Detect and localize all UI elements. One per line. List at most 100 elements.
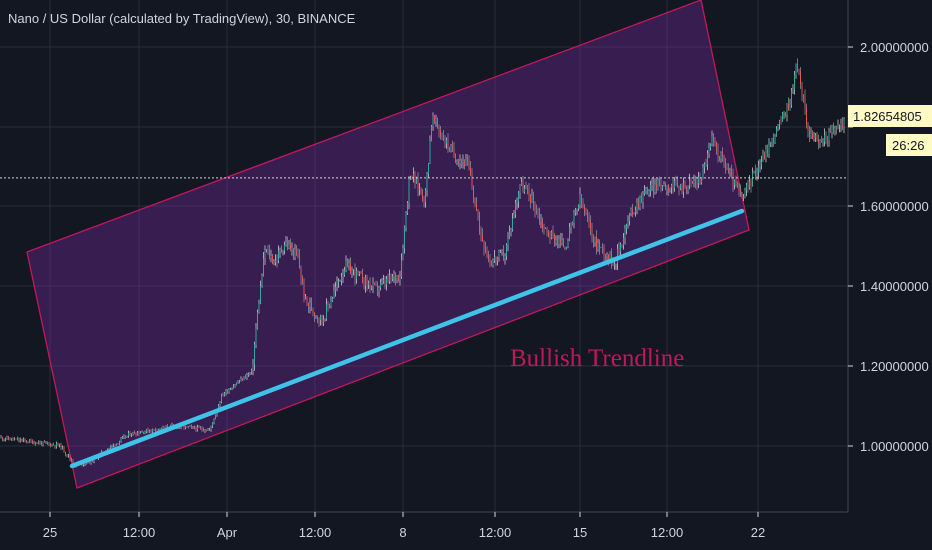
candle	[119, 441, 120, 444]
candle	[263, 258, 264, 277]
candle	[693, 181, 695, 183]
x-tick-label: 25	[43, 525, 57, 540]
candle	[308, 302, 309, 307]
candle	[642, 193, 644, 203]
candle	[839, 125, 840, 126]
candle	[621, 244, 623, 246]
candle	[735, 179, 737, 186]
y-tick-label: 1.60000000	[860, 199, 929, 214]
candle	[657, 179, 659, 190]
candle	[663, 183, 665, 186]
candle	[252, 364, 254, 370]
candle	[792, 89, 794, 91]
candle	[620, 244, 621, 252]
candle	[68, 455, 69, 457]
candle	[440, 130, 441, 136]
candle	[374, 282, 375, 284]
candle	[144, 431, 146, 434]
candle	[23, 439, 24, 441]
candle	[684, 183, 686, 189]
candle	[531, 195, 533, 203]
candle	[681, 184, 683, 192]
candle	[234, 385, 236, 387]
candle	[489, 258, 491, 265]
candle	[378, 287, 380, 291]
candle	[156, 430, 158, 431]
candle	[596, 237, 597, 250]
candle	[515, 202, 516, 215]
candle	[401, 259, 402, 278]
candle	[246, 374, 248, 378]
plot-background	[0, 0, 848, 512]
candle	[641, 197, 642, 203]
candle	[9, 439, 11, 440]
candle	[281, 249, 282, 252]
candle	[521, 181, 522, 185]
candle	[410, 178, 411, 180]
candle	[546, 228, 548, 232]
candle	[606, 254, 608, 257]
candle	[228, 389, 230, 393]
candle	[482, 234, 483, 242]
candle	[239, 381, 240, 383]
candle	[555, 240, 557, 243]
candle	[749, 181, 750, 188]
candle	[17, 438, 18, 441]
candle	[707, 153, 708, 165]
candle	[47, 442, 48, 444]
candle	[110, 446, 111, 449]
candle	[437, 118, 438, 128]
candle	[590, 221, 591, 230]
candle	[554, 234, 555, 243]
candle	[444, 140, 446, 144]
candle	[716, 141, 717, 149]
candle	[164, 426, 165, 428]
candle	[141, 431, 143, 433]
candle	[486, 251, 488, 257]
candle	[561, 239, 563, 244]
x-tick-label: 12:00	[299, 525, 332, 540]
candle	[108, 448, 110, 450]
candle	[728, 169, 729, 172]
candle	[305, 296, 306, 299]
candle	[396, 275, 398, 280]
candle	[251, 369, 252, 373]
candle	[587, 213, 588, 219]
candle	[14, 439, 15, 440]
candle	[675, 181, 677, 183]
candle	[302, 278, 303, 283]
x-tick-label: 12:00	[651, 525, 684, 540]
candle	[551, 231, 552, 239]
candle	[672, 184, 674, 188]
candle	[573, 213, 575, 224]
candle	[189, 426, 191, 427]
candle	[794, 74, 795, 90]
candle	[29, 440, 30, 443]
candle	[807, 124, 809, 131]
candle	[522, 181, 524, 193]
candle	[524, 188, 525, 193]
candle	[359, 272, 360, 274]
candle	[227, 390, 228, 393]
x-tick-label: Apr	[217, 525, 238, 540]
candle	[443, 136, 444, 141]
candle	[431, 126, 432, 142]
candle	[422, 193, 423, 200]
candle	[63, 447, 65, 453]
candle	[140, 432, 141, 434]
candle	[725, 161, 726, 169]
candle	[795, 64, 797, 75]
candle	[417, 178, 419, 190]
candle	[329, 305, 330, 307]
candle	[588, 218, 590, 222]
candle	[24, 439, 26, 441]
candle	[821, 141, 822, 143]
candle	[195, 428, 197, 431]
candle	[209, 429, 210, 431]
candle	[677, 182, 678, 187]
candle	[782, 113, 783, 122]
candle	[686, 188, 687, 191]
candle	[282, 251, 284, 252]
candle	[266, 250, 267, 251]
